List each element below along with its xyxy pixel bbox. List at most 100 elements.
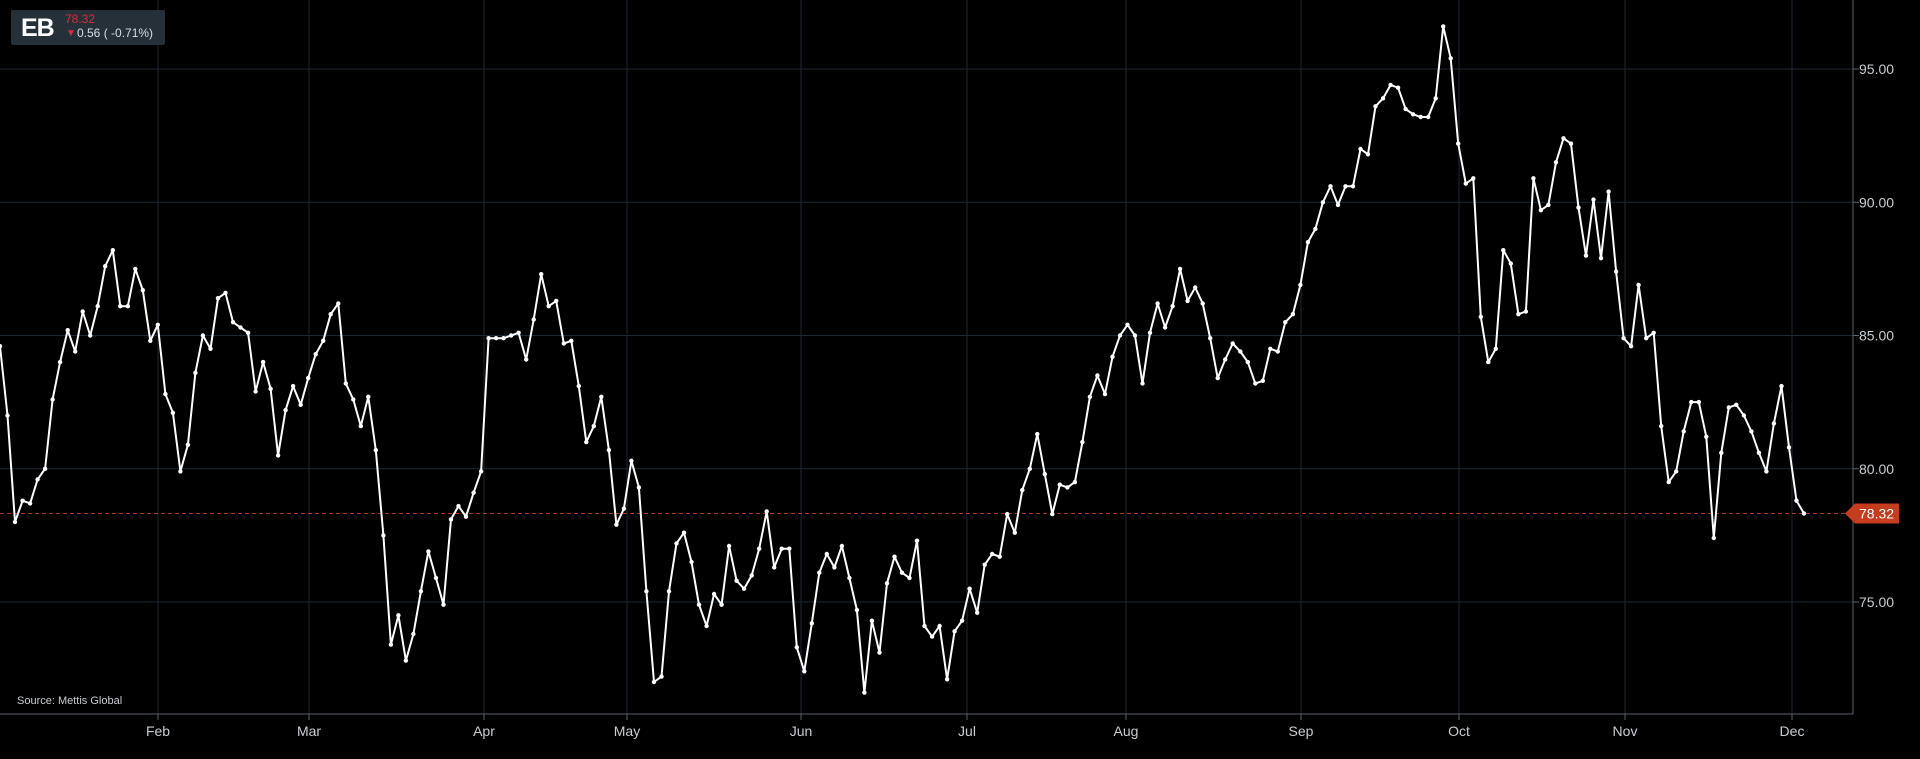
data-point [764,509,769,514]
data-point [403,658,409,663]
data-point [606,447,612,453]
data-point [629,458,634,463]
x-tick-label: Mar [297,723,321,739]
data-point [1147,330,1153,335]
data-point [1531,176,1536,181]
data-point [42,466,48,471]
data-point [674,541,679,546]
data-point [1786,445,1792,450]
data-point [914,538,920,543]
data-point [1749,429,1754,434]
data-point [178,469,183,474]
data-point [1636,282,1641,288]
data-point [1313,226,1318,232]
data-point [1320,200,1326,205]
data-point [1711,535,1717,541]
data-point [418,589,424,594]
data-point [328,312,333,317]
data-point [1546,202,1551,208]
data-point [907,575,912,581]
data-point [5,413,10,418]
data-point [1621,336,1626,341]
data-point [1035,431,1040,437]
data-point [88,333,93,338]
data-point [854,607,860,613]
data-point [478,469,484,474]
x-tick-label: Sep [1289,723,1314,739]
data-point [1719,450,1724,455]
data-point [1771,421,1777,426]
data-point [1606,189,1611,194]
data-point [433,575,439,581]
data-point [411,631,416,637]
data-point [1561,136,1566,141]
data-point [636,485,642,490]
data-point [508,333,514,338]
data-point [1072,479,1078,485]
data-point [1486,359,1491,365]
data-point [561,341,566,346]
data-point [1576,205,1581,210]
data-point [1223,357,1228,362]
data-point [929,634,935,639]
data-point [1253,381,1258,386]
data-point [681,530,687,535]
data-point [313,352,318,357]
data-point [1426,114,1431,120]
data-point [1456,141,1461,146]
data-point [1275,349,1281,354]
data-point [1373,104,1378,109]
data-point [1493,346,1499,351]
data-point [1779,383,1784,389]
data-point [1395,85,1401,90]
data-point [0,344,3,349]
data-point [922,623,927,629]
current-price-tag [1845,503,1899,524]
data-point [426,549,431,554]
data-point [997,554,1002,559]
data-point [1140,381,1145,386]
data-point [1380,96,1386,101]
data-point [990,551,995,557]
data-point [1185,298,1190,304]
data-point [1516,312,1521,317]
data-point [741,586,747,591]
data-point [1012,530,1017,535]
data-point [103,264,108,269]
data-point [584,439,589,445]
last-price: 78.32 [65,12,96,26]
data-point [1448,56,1453,61]
data-point [57,359,63,365]
data-point [343,381,348,386]
data-point [621,506,627,511]
data-point [381,533,386,538]
data-point [1365,152,1371,157]
data-point [456,503,461,509]
x-tick-label: Aug [1114,723,1139,739]
data-point [696,602,702,607]
data-point [1441,24,1446,29]
y-tick-label: 95.00 [1859,61,1894,77]
data-point [275,453,281,458]
data-point [208,346,213,351]
data-point [1801,511,1807,516]
data-point [1305,240,1311,245]
data-point [298,402,303,407]
data-point [95,304,100,309]
data-point [1764,469,1769,474]
grid-lines [0,0,1853,714]
data-point [644,589,649,594]
y-tick-label: 80.00 [1859,461,1894,477]
data-point [268,386,273,391]
data-point [1050,511,1055,517]
data-point [877,650,882,655]
data-point [1403,106,1408,112]
data-point [1704,434,1709,439]
x-axis-labels: Feb Mar Apr May Jun Jul Aug Sep Oct Nov Dec [146,723,1805,739]
data-point [1057,482,1063,487]
data-point [614,522,619,527]
data-point [1613,269,1619,274]
data-point [689,559,694,565]
